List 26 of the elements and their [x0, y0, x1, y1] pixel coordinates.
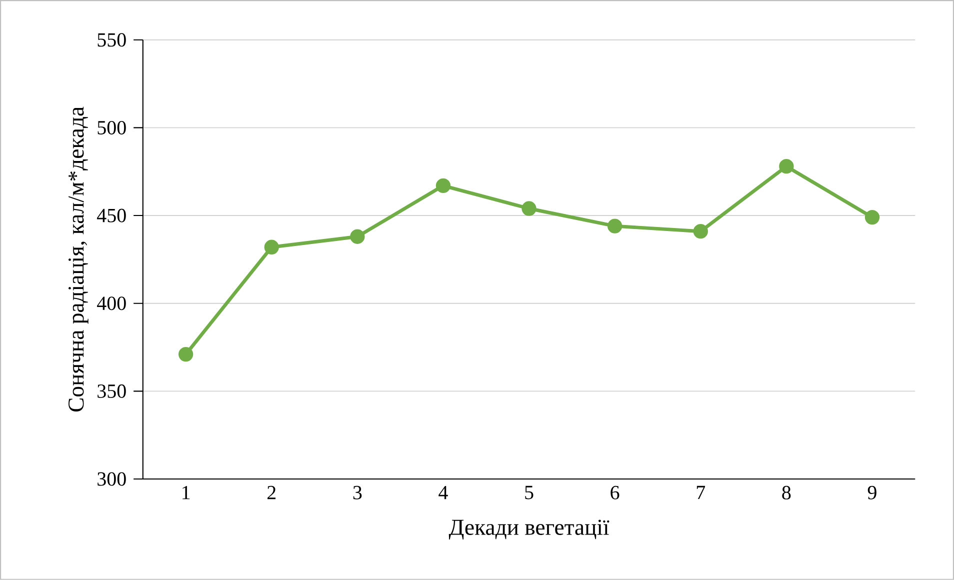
- point: [264, 240, 279, 255]
- x-tick-label: 7: [696, 486, 706, 500]
- y-tick-label: 550: [98, 33, 126, 47]
- x-tick-label: 2: [267, 486, 276, 500]
- x-tick-label: 9: [868, 486, 876, 500]
- point: [607, 218, 622, 234]
- y-tick-label: 500: [98, 121, 126, 134]
- y-axis-title: Сонячна радіація, кал/м*декада: [68, 106, 88, 412]
- point: [693, 224, 708, 239]
- x-tick-label: 3: [353, 486, 362, 500]
- point: [522, 201, 536, 216]
- y-tick-label: 350: [98, 384, 126, 398]
- x-tick-label: 8: [782, 486, 791, 500]
- x-tick-label: 4: [438, 486, 448, 500]
- point: [779, 159, 794, 174]
- point: [178, 346, 194, 362]
- x-tick-label: 1: [182, 486, 190, 500]
- y-tick-label: 400: [97, 296, 126, 310]
- y-tick-label: 300: [98, 472, 126, 486]
- x-tick-label: 5: [525, 486, 534, 500]
- y-tick-label: 450: [97, 208, 126, 222]
- x-axis-title: Декади вегетації: [448, 520, 610, 540]
- point: [350, 229, 365, 244]
- x-tick-label: 6: [610, 486, 620, 500]
- point: [864, 210, 880, 225]
- point: [436, 178, 451, 194]
